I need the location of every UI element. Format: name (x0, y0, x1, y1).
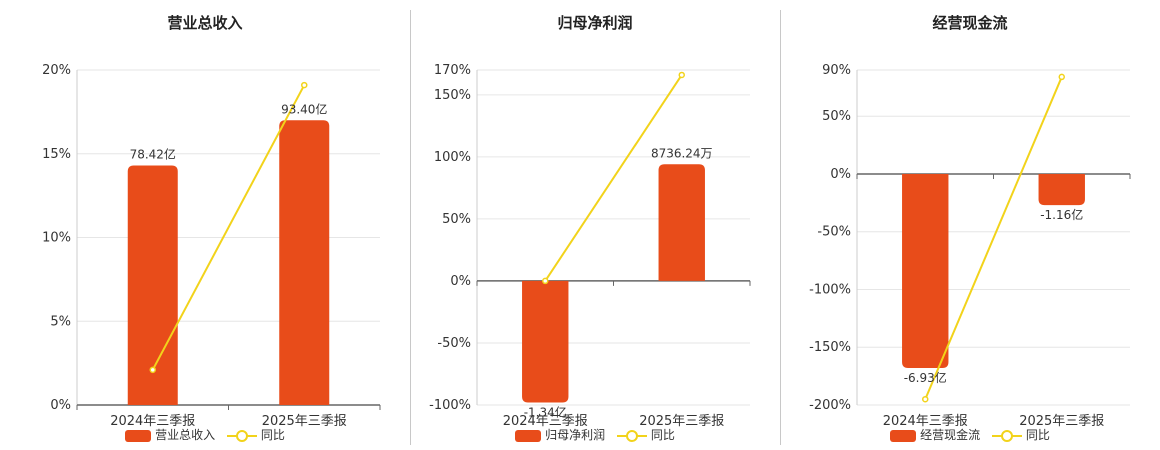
y-tick-label: -200% (809, 398, 851, 413)
chart-net-profit: -100% -50% 0% 50% 100% 150% 170% -1.34亿 8736.24万… (429, 63, 751, 429)
chart-title: 归母净利润 (557, 14, 633, 32)
y-tick-label: 10% (42, 231, 71, 246)
legend-line-label: 同比 (260, 428, 285, 442)
line-series (544, 74, 683, 282)
chart-title: 营业总收入 (167, 14, 243, 32)
x-tick-label: 2024年三季报 (503, 414, 588, 429)
line-point (542, 277, 549, 285)
bar (1038, 173, 1085, 206)
chart-legend: 营业总收入 同比 (0, 426, 410, 443)
chart-revenue: 0% 5% 10% 15% 20% 78.42亿 93.40亿 2024年三季报 2025年三季… (42, 63, 381, 429)
y-tick-label: 20% (42, 63, 71, 78)
legend-bar-swatch (890, 429, 917, 442)
legend-item-line[interactable]: 同比 (226, 426, 285, 443)
chart-panel-net-profit: 归母净利润 -100% -50% 0% 50% 100% 150% 170% -1.34亿 87… (410, 0, 780, 450)
legend-item-bar[interactable]: 归母净利润 (515, 426, 605, 443)
panel-divider (780, 10, 781, 445)
line-point (301, 81, 308, 89)
legend-line-swatch (991, 429, 1022, 442)
legend-bar-label: 归母净利润 (545, 428, 606, 442)
x-tick-label: 2025年三季报 (262, 414, 347, 429)
y-tick-label: 50% (822, 109, 851, 124)
legend-line-swatch (616, 429, 647, 442)
legend-item-bar[interactable]: 营业总收入 (125, 426, 215, 443)
y-tick-label: 170% (434, 63, 471, 78)
data-label: 78.42亿 (130, 146, 176, 161)
y-tick-label: 90% (822, 63, 851, 78)
legend-bar-swatch (515, 429, 542, 442)
chart-title: 经营现金流 (932, 14, 1008, 32)
line-point (678, 71, 685, 79)
bar (279, 120, 330, 405)
x-tick-label: 2025年三季报 (1019, 414, 1104, 429)
bar (902, 173, 949, 369)
x-tick-label: 2025年三季报 (639, 414, 724, 429)
chart-cash-flow: -200% -150% -100% -50% 0% 50% 90% -6.93亿 -1.16亿 2… (809, 63, 1131, 429)
y-tick-label: 100% (434, 150, 471, 165)
y-tick-label: -100% (429, 398, 471, 413)
legend-item-bar[interactable]: 经营现金流 (890, 426, 980, 443)
data-label: 8736.24万 (651, 146, 713, 160)
legend-item-line[interactable]: 同比 (616, 426, 675, 443)
chart-legend: 经营现金流 同比 (780, 426, 1160, 443)
y-tick-label: -150% (809, 340, 851, 355)
legend-line-label: 同比 (1025, 428, 1050, 442)
bar (658, 164, 705, 281)
y-tick-label: -100% (809, 282, 851, 297)
legend-bar-label: 营业总收入 (155, 428, 216, 442)
data-label: -6.93亿 (904, 370, 947, 385)
legend-line-swatch (226, 429, 257, 442)
data-label: -1.16亿 (1040, 207, 1083, 222)
y-tick-label: 0% (830, 167, 851, 182)
y-tick-label: -50% (817, 225, 851, 240)
chart-panel-cash-flow: 经营现金流 -200% -150% -100% -50% 0% 50% 90% -6.93亿 -… (780, 0, 1160, 450)
x-tick-label: 2024年三季报 (883, 414, 968, 429)
line-point (922, 395, 929, 403)
x-tick-label: 2024年三季报 (110, 414, 195, 429)
legend-bar-swatch (125, 429, 152, 442)
line-series (924, 76, 1063, 400)
y-tick-label: 0% (50, 398, 71, 413)
legend-bar-label: 经营现金流 (920, 428, 981, 442)
y-tick-label: 50% (442, 212, 471, 227)
legend-item-line[interactable]: 同比 (991, 426, 1050, 443)
y-tick-label: 5% (50, 314, 71, 329)
legend-line-label: 同比 (650, 428, 675, 442)
chart-panel-revenue: 营业总收入 0% 5% 10% 15% 20% 78.42亿 93.40亿 2024年三季报 2… (0, 0, 410, 450)
y-tick-label: 150% (434, 88, 471, 103)
y-tick-label: -50% (437, 336, 471, 351)
line-point (149, 366, 156, 374)
y-tick-label: 15% (42, 147, 71, 162)
line-point (1058, 73, 1065, 81)
y-tick-label: 0% (450, 274, 471, 289)
chart-legend: 归母净利润 同比 (410, 426, 780, 443)
line-series (151, 84, 306, 371)
bar (522, 280, 569, 403)
data-label: -1.34亿 (524, 405, 567, 420)
panel-divider (410, 10, 411, 445)
data-label: 93.40亿 (281, 101, 327, 116)
